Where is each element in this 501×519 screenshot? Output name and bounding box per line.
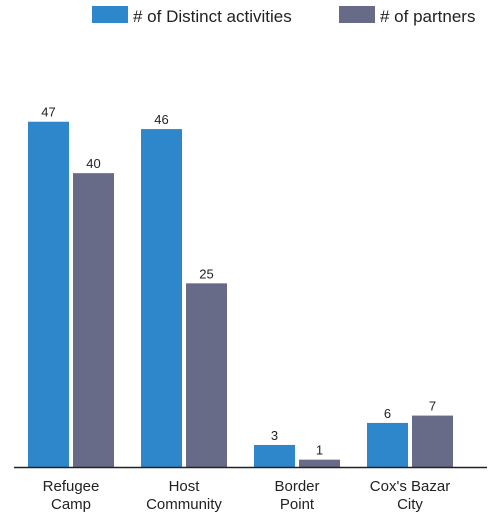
category-label-1-line-2: Camp	[51, 496, 91, 513]
legend-label-2: # of partners	[380, 7, 475, 26]
bar-1-2	[141, 129, 182, 468]
data-label-1-3: 3	[271, 428, 278, 443]
bar-1-3	[254, 444, 295, 467]
category-label-3-line-1: Border	[274, 478, 319, 495]
data-label-2-4: 7	[429, 399, 436, 414]
category-label-1-line-1: Refugee	[43, 478, 100, 495]
legend-swatch-1	[92, 6, 128, 23]
bar-2-4	[412, 415, 453, 467]
data-label-2-3: 1	[316, 443, 323, 458]
data-label-1-1: 47	[41, 105, 55, 120]
category-label-4-line-2: City	[397, 496, 423, 513]
data-label-2-2: 25	[199, 266, 213, 281]
legend-swatch-2	[339, 6, 375, 23]
bar-1-1	[28, 121, 69, 467]
data-label-1-4: 6	[384, 406, 391, 421]
bar-1-4	[367, 422, 408, 467]
legend-label-1: # of Distinct activities	[133, 7, 292, 26]
data-label-2-1: 40	[86, 156, 100, 171]
legend: # of Distinct activities # of partners	[92, 6, 475, 26]
value-labels: 47 40 46 25 3 1 6 7	[41, 105, 436, 458]
data-label-1-2: 46	[154, 112, 168, 127]
category-label-4-line-1: Cox's Bazar	[370, 478, 450, 495]
category-label-2-line-2: Community	[146, 496, 222, 513]
bars	[28, 121, 453, 468]
bar-2-1	[73, 173, 114, 467]
bar-2-2	[186, 283, 227, 467]
category-label-3-line-2: Point	[280, 496, 315, 513]
category-label-2-line-1: Host	[169, 478, 201, 495]
bar-2-3	[299, 459, 340, 467]
